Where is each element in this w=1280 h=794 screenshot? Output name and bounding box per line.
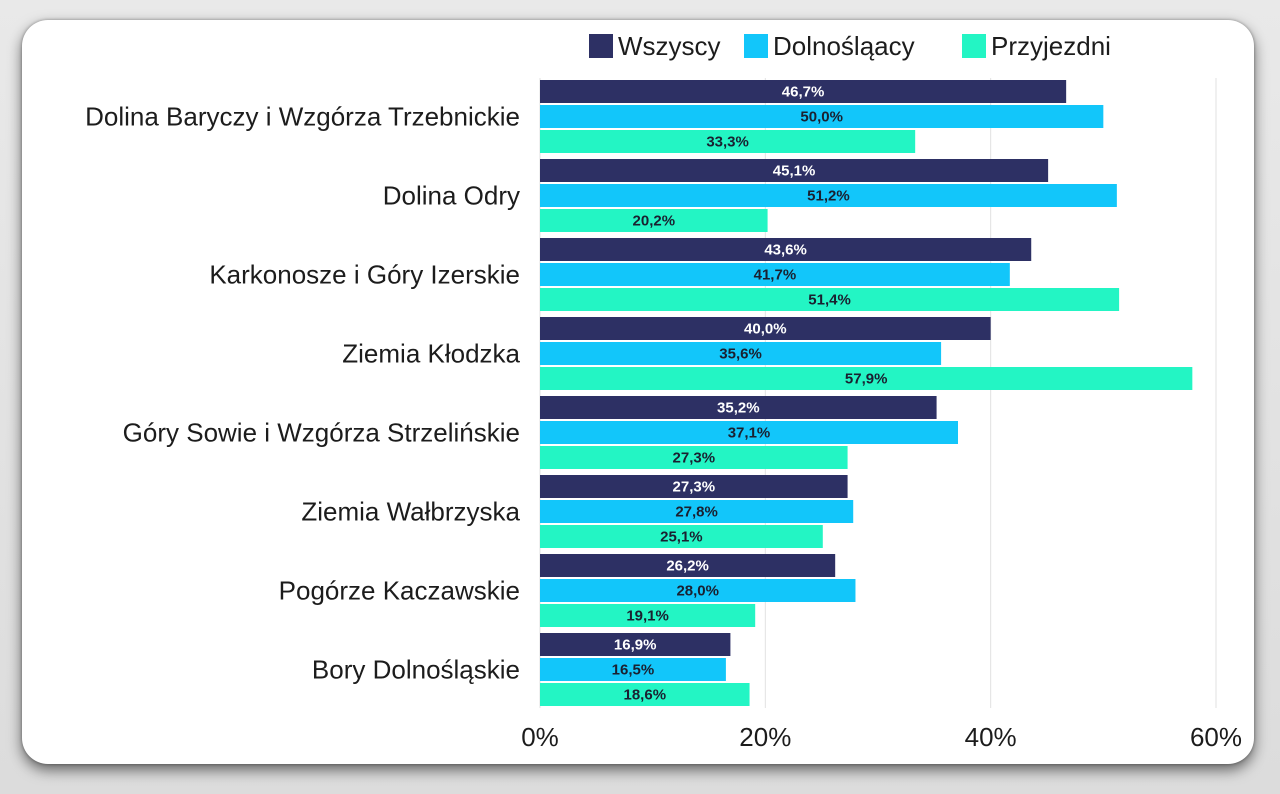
bar-1-1 bbox=[540, 184, 1117, 207]
bar-value-label-4-1: 37,1% bbox=[728, 425, 771, 442]
bar-7-1 bbox=[540, 658, 726, 681]
bar-7-0 bbox=[540, 633, 731, 656]
bar-4-0 bbox=[540, 396, 937, 419]
bar-value-label-6-1: 28,0% bbox=[676, 583, 719, 600]
legend-label-0: Wszyscy bbox=[618, 31, 721, 61]
bars: 46,7% 50,0% 33,3% 45,1% 51,2% 20,2% 43,6% 41,7%… bbox=[540, 80, 1193, 706]
bar-value-label-1-1: 51,2% bbox=[807, 188, 850, 205]
bar-value-label-7-1: 16,5% bbox=[612, 662, 655, 679]
bar-5-2 bbox=[540, 525, 823, 548]
bar-7-2 bbox=[540, 683, 750, 706]
bar-4-2 bbox=[540, 446, 848, 469]
bar-value-label-3-0: 40,0% bbox=[744, 321, 787, 338]
legend-label-1: Dolnośląacy bbox=[773, 31, 915, 61]
bar-value-label-2-2: 51,4% bbox=[808, 292, 851, 309]
x-tick-label-3: 60% bbox=[1190, 722, 1242, 752]
bar-value-label-4-0: 35,2% bbox=[717, 400, 760, 417]
bar-value-label-3-2: 57,9% bbox=[845, 371, 888, 388]
bar-value-label-1-2: 20,2% bbox=[633, 213, 676, 230]
bar-4-1 bbox=[540, 421, 958, 444]
bar-value-label-1-0: 45,1% bbox=[773, 163, 816, 180]
legend: Wszyscy Dolnośląacy Przyjezdni bbox=[589, 31, 1111, 61]
bar-value-label-6-0: 26,2% bbox=[666, 558, 709, 575]
bar-3-0 bbox=[540, 317, 991, 340]
bar-3-2 bbox=[540, 367, 1193, 390]
category-label-3: Ziemia Kłodzka bbox=[342, 339, 520, 369]
bar-value-label-5-1: 27,8% bbox=[675, 504, 718, 521]
legend-swatch-0 bbox=[589, 34, 613, 58]
bar-value-label-0-2: 33,3% bbox=[706, 134, 749, 151]
bar-1-2 bbox=[540, 209, 768, 232]
grid-lines bbox=[539, 78, 1217, 708]
bar-6-1 bbox=[540, 579, 856, 602]
bar-0-0 bbox=[540, 80, 1067, 103]
bar-3-1 bbox=[540, 342, 942, 365]
bar-value-label-6-2: 19,1% bbox=[626, 608, 669, 625]
x-tick-label-0: 0% bbox=[521, 722, 559, 752]
bar-value-label-2-0: 43,6% bbox=[764, 242, 807, 259]
bar-chart: 46,7% 50,0% 33,3% 45,1% 51,2% 20,2% 43,6% 41,7%… bbox=[85, 31, 1242, 752]
chart-card: 46,7% 50,0% 33,3% 45,1% 51,2% 20,2% 43,6% 41,7%… bbox=[22, 20, 1254, 764]
bar-value-label-0-1: 50,0% bbox=[800, 109, 843, 126]
bar-5-1 bbox=[540, 500, 854, 523]
x-tick-label-2: 40% bbox=[965, 722, 1017, 752]
bar-6-2 bbox=[540, 604, 756, 627]
legend-swatch-1 bbox=[744, 34, 768, 58]
bar-6-0 bbox=[540, 554, 836, 577]
x-tick-label-1: 20% bbox=[739, 722, 791, 752]
bar-value-label-5-2: 25,1% bbox=[660, 529, 703, 546]
category-label-7: Bory Dolnośląskie bbox=[312, 655, 520, 685]
legend-swatch-2 bbox=[962, 34, 986, 58]
bar-1-0 bbox=[540, 159, 1049, 182]
category-label-4: Góry Sowie i Wzgórza Strzelińskie bbox=[123, 418, 520, 448]
bar-0-2 bbox=[540, 130, 916, 153]
category-label-5: Ziemia Wałbrzyska bbox=[301, 497, 520, 527]
bar-2-1 bbox=[540, 263, 1010, 286]
bar-value-label-7-2: 18,6% bbox=[624, 687, 667, 704]
bar-5-0 bbox=[540, 475, 848, 498]
category-label-0: Dolina Baryczy i Wzgórza Trzebnickie bbox=[85, 102, 520, 132]
bar-value-label-4-2: 27,3% bbox=[673, 450, 716, 467]
bar-value-label-5-0: 27,3% bbox=[673, 479, 716, 496]
category-labels: Dolina Baryczy i Wzgórza Trzebnickie Doli… bbox=[85, 102, 520, 685]
bar-value-label-2-1: 41,7% bbox=[754, 267, 797, 284]
category-label-1: Dolina Odry bbox=[383, 181, 520, 211]
bar-value-label-0-0: 46,7% bbox=[782, 84, 825, 101]
bar-value-label-3-1: 35,6% bbox=[719, 346, 762, 363]
x-axis-ticks: 0% 20% 40% 60% bbox=[521, 722, 1242, 752]
category-label-2: Karkonosze i Góry Izerskie bbox=[209, 260, 520, 290]
bar-2-2 bbox=[540, 288, 1120, 311]
legend-label-2: Przyjezdni bbox=[991, 31, 1111, 61]
category-label-6: Pogórze Kaczawskie bbox=[279, 576, 520, 606]
bar-2-0 bbox=[540, 238, 1032, 261]
bar-0-1 bbox=[540, 105, 1104, 128]
bar-value-label-7-0: 16,9% bbox=[614, 637, 657, 654]
